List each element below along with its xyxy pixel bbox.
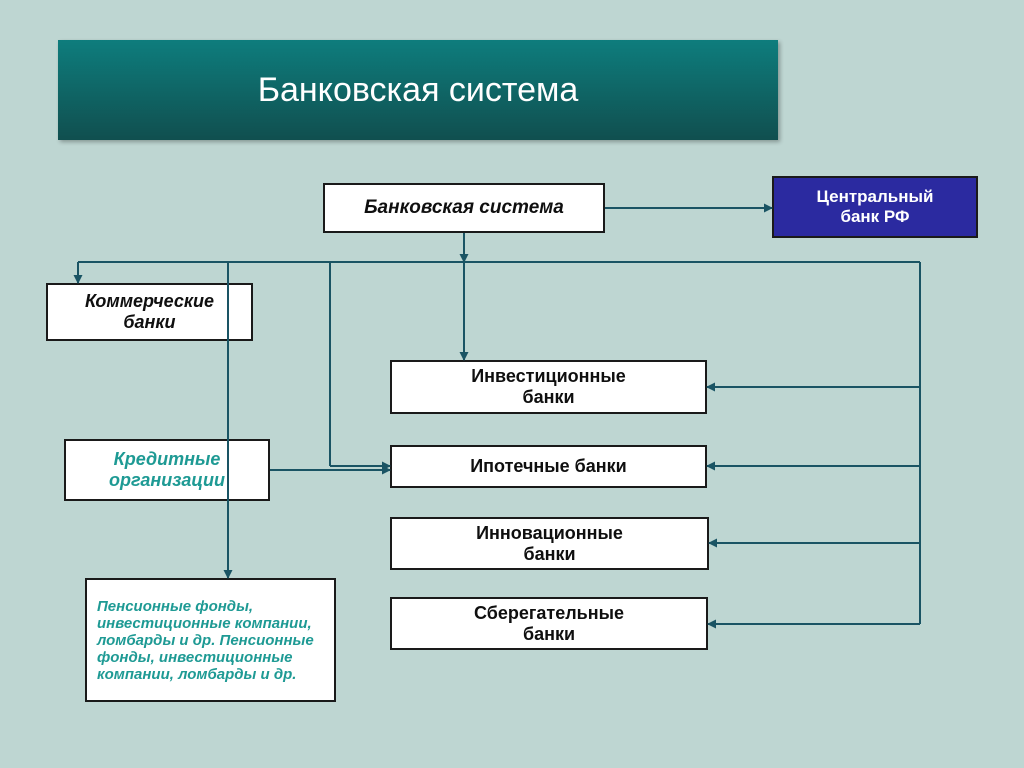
node-commercial-label: Коммерческиебанки [85,291,214,333]
node-innovation: Инновационныебанки [390,517,709,570]
node-savings-label-line1: Сберегательные [474,603,624,624]
node-pension: Пенсионные фонды, инвестиционные компани… [85,578,336,702]
node-central_bank-label-line1: Центральный [817,187,934,207]
node-central_bank: Центральныйбанк РФ [772,176,978,238]
node-investment-label-line2: банки [471,387,626,408]
node-central_bank-label: Центральныйбанк РФ [817,187,934,227]
node-root: Банковская система [323,183,605,233]
node-commercial-label-line1: Коммерческие [85,291,214,312]
slide-title: Банковская система [58,40,778,140]
node-root-label: Банковская система [364,197,564,219]
node-central_bank-label-line2: банк РФ [817,207,934,227]
node-credit_org-label: Кредитныеорганизации [109,449,225,491]
node-commercial-label-line2: банки [85,312,214,333]
node-investment-label-line1: Инвестиционные [471,366,626,387]
node-savings-label-line2: банки [474,624,624,645]
node-mortgage-label: Ипотечные банки [470,456,627,477]
node-mortgage: Ипотечные банки [390,445,707,488]
node-innovation-label-line1: Инновационные [476,523,623,544]
node-investment: Инвестиционныебанки [390,360,707,414]
node-commercial: Коммерческиебанки [46,283,253,341]
node-savings-label: Сберегательныебанки [474,603,624,645]
node-credit_org-label-line2: организации [109,470,225,491]
node-savings: Сберегательныебанки [390,597,708,650]
slide-title-text: Банковская система [258,71,579,110]
node-innovation-label: Инновационныебанки [476,523,623,565]
node-innovation-label-line2: банки [476,544,623,565]
node-investment-label: Инвестиционныебанки [471,366,626,408]
node-credit_org-label-line1: Кредитные [109,449,225,470]
node-pension-label: Пенсионные фонды, инвестиционные компани… [97,598,324,683]
node-credit_org: Кредитныеорганизации [64,439,270,501]
